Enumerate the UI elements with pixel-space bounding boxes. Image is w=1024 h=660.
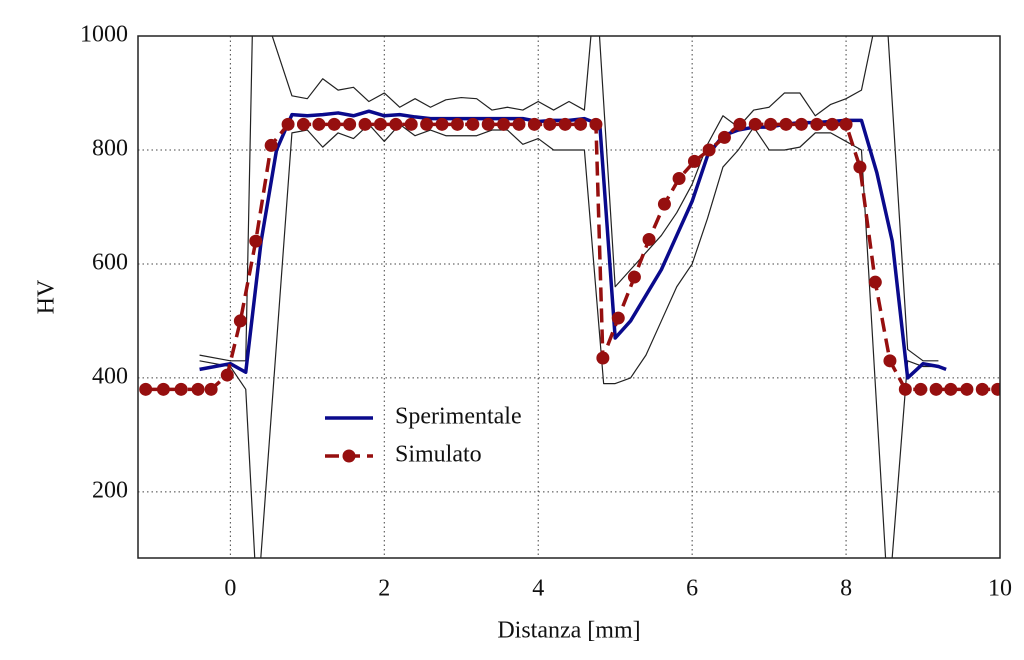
series-line xyxy=(199,109,947,380)
data-point xyxy=(174,382,188,396)
x-tick-label: 0 xyxy=(224,576,236,602)
data-point xyxy=(839,117,853,131)
data-point xyxy=(825,117,839,131)
data-point xyxy=(156,382,170,396)
data-point xyxy=(898,382,912,396)
data-point xyxy=(574,117,588,131)
data-point xyxy=(733,117,747,131)
data-point xyxy=(748,117,762,131)
data-point xyxy=(975,382,989,396)
x-tick-label: 6 xyxy=(686,576,698,602)
data-point xyxy=(868,275,882,289)
data-point xyxy=(497,117,511,131)
x-tick-label: 8 xyxy=(840,576,852,602)
data-point xyxy=(358,117,372,131)
y-tick-label: 1000 xyxy=(80,22,128,48)
data-point xyxy=(687,154,701,168)
data-point xyxy=(327,117,341,131)
data-point xyxy=(702,143,716,157)
x-tick-label: 10 xyxy=(988,576,1012,602)
data-point xyxy=(373,117,387,131)
series-line xyxy=(199,36,939,362)
data-point xyxy=(929,382,943,396)
data-point xyxy=(960,382,974,396)
data-point xyxy=(312,117,326,131)
data-point xyxy=(249,234,263,248)
data-point xyxy=(810,117,824,131)
data-point xyxy=(389,117,403,131)
data-point xyxy=(543,117,557,131)
data-point xyxy=(853,160,867,174)
y-axis-label: HV xyxy=(34,279,60,314)
data-point xyxy=(404,117,418,131)
data-point xyxy=(589,117,603,131)
data-point xyxy=(764,117,778,131)
data-point xyxy=(343,117,357,131)
data-point xyxy=(481,117,495,131)
data-point xyxy=(657,197,671,211)
data-point xyxy=(264,138,278,152)
x-tick-label: 4 xyxy=(532,576,544,602)
data-point xyxy=(220,368,234,382)
data-point xyxy=(558,117,572,131)
data-point xyxy=(435,117,449,131)
data-point xyxy=(204,382,218,396)
data-point xyxy=(627,270,641,284)
data-point xyxy=(794,117,808,131)
y-tick-label: 800 xyxy=(92,135,128,161)
data-point xyxy=(914,382,928,396)
series-line xyxy=(199,123,939,558)
data-point xyxy=(991,382,1000,396)
data-point xyxy=(611,311,625,325)
y-tick-label: 200 xyxy=(92,477,128,503)
data-point xyxy=(779,117,793,131)
legend-label: Sperimentale xyxy=(395,404,522,430)
y-tick-label: 600 xyxy=(92,249,128,275)
data-point xyxy=(466,117,480,131)
x-tick-label: 2 xyxy=(378,576,390,602)
data-point xyxy=(296,117,310,131)
data-point xyxy=(512,117,526,131)
data-point xyxy=(944,382,958,396)
legend-label: Simulato xyxy=(395,442,482,468)
data-point xyxy=(420,117,434,131)
plot-frame xyxy=(137,35,1001,559)
data-point xyxy=(450,117,464,131)
data-point xyxy=(281,117,295,131)
data-point xyxy=(717,130,731,144)
legend-marker xyxy=(342,449,356,463)
data-point xyxy=(596,351,610,365)
data-point xyxy=(642,232,656,246)
data-point xyxy=(191,382,205,396)
data-point xyxy=(672,171,686,185)
data-point xyxy=(139,382,153,396)
data-point xyxy=(527,117,541,131)
x-axis-label: Distanza [mm] xyxy=(497,618,640,644)
y-tick-label: 400 xyxy=(92,363,128,389)
data-point xyxy=(883,354,897,368)
plot-area xyxy=(139,36,1000,558)
data-point xyxy=(233,314,247,328)
